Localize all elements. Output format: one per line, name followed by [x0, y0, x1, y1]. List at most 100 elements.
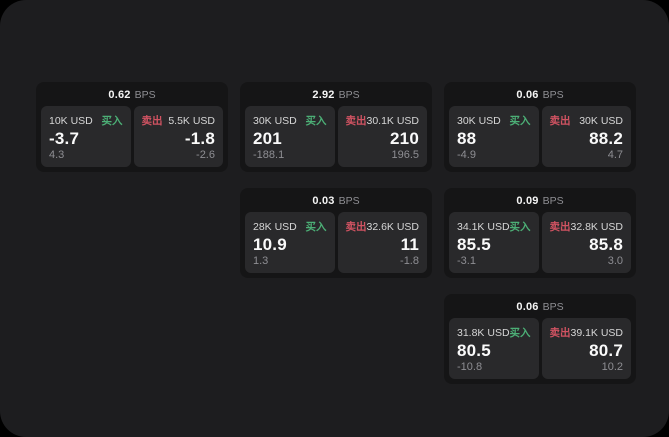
buy-panel-header: 31.8K USD 买入 [457, 325, 531, 340]
buy-side-label: 买入 [509, 221, 531, 233]
sell-side-label: 卖出 [549, 327, 571, 339]
sell-side-label: 卖出 [141, 115, 163, 127]
sell-price: 210 [390, 129, 419, 148]
quote-panels: 34.1K USD 买入 85.5 -3.1 卖出 32.8K USD 85.8… [449, 212, 631, 273]
buy-panel-header: 34.1K USD 买入 [457, 219, 531, 234]
sell-panel[interactable]: 卖出 30K USD 88.2 4.7 [541, 106, 631, 167]
buy-panel-header: 28K USD 买入 [253, 219, 327, 234]
bps-unit-label: BPS [338, 88, 360, 101]
buy-panel[interactable]: 30K USD 买入 88 -4.9 [449, 106, 539, 167]
sell-panel[interactable]: 卖出 32.6K USD 11 -1.8 [337, 212, 427, 273]
buy-panel-header: 10K USD 买入 [49, 113, 123, 128]
sell-change: 3.0 [607, 255, 623, 267]
buy-change: 4.3 [49, 149, 65, 161]
sell-panel-header: 卖出 5.5K USD [142, 113, 216, 128]
buy-side-label: 买入 [509, 115, 531, 127]
sell-panel[interactable]: 卖出 5.5K USD -1.8 -2.6 [133, 106, 223, 167]
bps-unit-label: BPS [134, 88, 156, 101]
buy-price: 10.9 [253, 235, 287, 254]
sell-size-label: 32.6K USD [366, 220, 420, 233]
quote-card: 0.06 BPS 31.8K USD 买入 80.5 -10.8 卖出 39.1… [444, 294, 636, 384]
sell-change: -1.8 [400, 255, 419, 267]
buy-size-label: 31.8K USD [457, 326, 510, 339]
sell-price: 88.2 [589, 129, 623, 148]
quote-card: 0.06 BPS 30K USD 买入 88 -4.9 卖出 30K USD 8… [444, 82, 636, 172]
sell-panel-header: 卖出 32.8K USD [550, 219, 624, 234]
buy-size-label: 30K USD [253, 114, 297, 127]
quote-card: 2.92 BPS 30K USD 买入 201 -188.1 卖出 30.1K … [240, 82, 432, 172]
buy-side-label: 买入 [305, 115, 327, 127]
buy-panel[interactable]: 30K USD 买入 201 -188.1 [245, 106, 335, 167]
sell-size-label: 30K USD [579, 114, 623, 127]
card-header: 0.09 BPS [444, 188, 636, 210]
sell-panel-header: 卖出 32.6K USD [346, 219, 420, 234]
card-header: 0.62 BPS [36, 82, 228, 104]
quote-panels: 30K USD 买入 201 -188.1 卖出 30.1K USD 210 1… [245, 106, 427, 167]
buy-size-label: 34.1K USD [457, 220, 510, 233]
sell-panel[interactable]: 卖出 32.8K USD 85.8 3.0 [541, 212, 631, 273]
buy-size-label: 10K USD [49, 114, 93, 127]
sell-panel[interactable]: 卖出 30.1K USD 210 196.5 [337, 106, 427, 167]
sell-price: 85.8 [589, 235, 623, 254]
bps-value: 2.92 [312, 88, 335, 101]
buy-panel-header: 30K USD 买入 [457, 113, 531, 128]
buy-panel[interactable]: 34.1K USD 买入 85.5 -3.1 [449, 212, 539, 273]
bps-value: 0.06 [516, 88, 539, 101]
quote-card: 0.03 BPS 28K USD 买入 10.9 1.3 卖出 32.6K US… [240, 188, 432, 278]
sell-price: 11 [400, 235, 419, 254]
card-header: 0.03 BPS [240, 188, 432, 210]
quote-card: 0.62 BPS 10K USD 买入 -3.7 4.3 卖出 5.5K USD… [36, 82, 228, 172]
sell-change: 10.2 [601, 361, 623, 373]
sell-price: -1.8 [184, 129, 215, 148]
buy-price: 88 [457, 129, 477, 148]
sell-size-label: 30.1K USD [366, 114, 420, 127]
sell-panel-header: 卖出 39.1K USD [550, 325, 624, 340]
buy-price: 201 [253, 129, 282, 148]
buy-change: 1.3 [253, 255, 269, 267]
buy-panel-header: 30K USD 买入 [253, 113, 327, 128]
bps-value: 0.06 [516, 300, 539, 313]
quote-panels: 30K USD 买入 88 -4.9 卖出 30K USD 88.2 4.7 [449, 106, 631, 167]
sell-panel-header: 卖出 30K USD [550, 113, 624, 128]
buy-price: 80.5 [457, 341, 491, 360]
quote-panels: 28K USD 买入 10.9 1.3 卖出 32.6K USD 11 -1.8 [245, 212, 427, 273]
buy-panel[interactable]: 28K USD 买入 10.9 1.3 [245, 212, 335, 273]
buy-change: -188.1 [253, 149, 285, 161]
card-header: 0.06 BPS [444, 294, 636, 316]
quote-panels: 31.8K USD 买入 80.5 -10.8 卖出 39.1K USD 80.… [449, 318, 631, 379]
buy-size-label: 28K USD [253, 220, 297, 233]
bps-unit-label: BPS [338, 194, 360, 207]
quote-card: 0.09 BPS 34.1K USD 买入 85.5 -3.1 卖出 32.8K… [444, 188, 636, 278]
bps-value: 0.62 [108, 88, 131, 101]
sell-side-label: 卖出 [549, 221, 571, 233]
sell-change: -2.6 [196, 149, 215, 161]
card-header: 2.92 BPS [240, 82, 432, 104]
buy-size-label: 30K USD [457, 114, 501, 127]
sell-panel-header: 卖出 30.1K USD [346, 113, 420, 128]
buy-panel[interactable]: 31.8K USD 买入 80.5 -10.8 [449, 318, 539, 379]
buy-change: -4.9 [457, 149, 476, 161]
bps-unit-label: BPS [542, 194, 564, 207]
sell-change: 4.7 [607, 149, 623, 161]
sell-panel[interactable]: 卖出 39.1K USD 80.7 10.2 [541, 318, 631, 379]
sell-size-label: 32.8K USD [570, 220, 624, 233]
buy-change: -3.1 [457, 255, 476, 267]
buy-side-label: 买入 [509, 327, 531, 339]
bps-unit-label: BPS [542, 88, 564, 101]
sell-price: 80.7 [589, 341, 623, 360]
bps-unit-label: BPS [542, 300, 564, 313]
sell-side-label: 卖出 [345, 221, 367, 233]
sell-size-label: 5.5K USD [168, 114, 215, 127]
buy-panel[interactable]: 10K USD 买入 -3.7 4.3 [41, 106, 131, 167]
sell-side-label: 卖出 [345, 115, 367, 127]
buy-price: -3.7 [49, 129, 80, 148]
buy-change: -10.8 [457, 361, 483, 373]
sell-side-label: 卖出 [549, 115, 571, 127]
buy-side-label: 买入 [101, 115, 123, 127]
quote-cards-grid: 0.62 BPS 10K USD 买入 -3.7 4.3 卖出 5.5K USD… [36, 82, 636, 384]
bps-value: 0.03 [312, 194, 335, 207]
quote-panels: 10K USD 买入 -3.7 4.3 卖出 5.5K USD -1.8 -2.… [41, 106, 223, 167]
buy-side-label: 买入 [305, 221, 327, 233]
card-header: 0.06 BPS [444, 82, 636, 104]
